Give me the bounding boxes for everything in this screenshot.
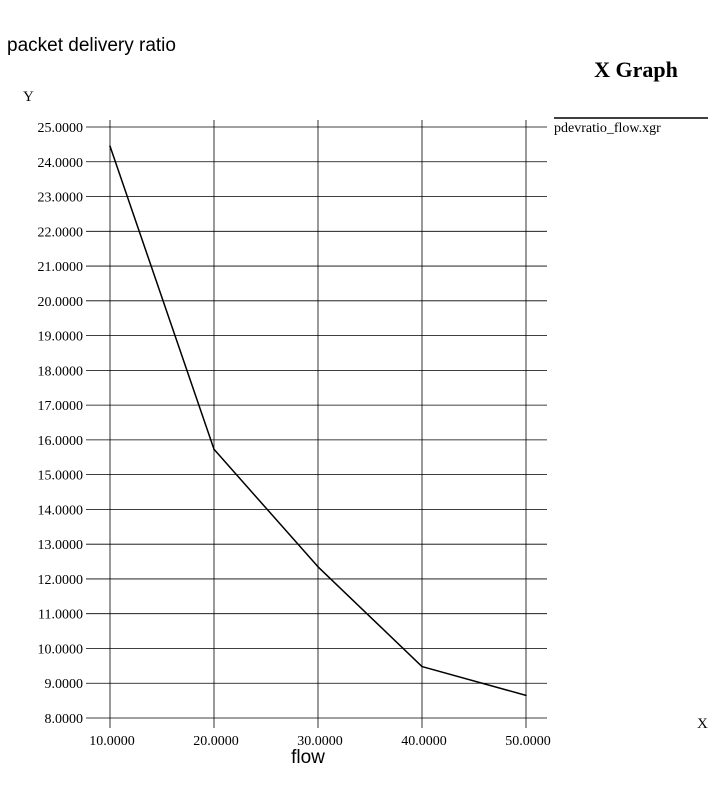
y-tick-label: 14.0000 <box>38 503 84 518</box>
x-tick-label: 10.0000 <box>89 734 135 749</box>
y-tick-label: 12.0000 <box>38 573 84 588</box>
y-tick-label: 25.0000 <box>38 121 84 136</box>
x-tick-label: 30.0000 <box>297 734 343 749</box>
y-tick-label: 16.0000 <box>38 434 84 449</box>
x-tick-labels: 10.0000 20.0000 30.0000 40.0000 50.0000 <box>89 734 551 749</box>
y-tick-label: 24.0000 <box>38 156 84 171</box>
legend: pdevratio_flow.xgr <box>554 117 708 136</box>
data-point <box>421 665 423 668</box>
y-tick-labels: 25.0000 24.0000 23.0000 22.0000 21.0000 20.00… <box>38 121 84 727</box>
data-point <box>525 694 527 697</box>
x-tick-label: 40.0000 <box>401 734 447 749</box>
y-tick-label: 11.0000 <box>38 608 83 623</box>
x-tick-label: 20.0000 <box>193 734 239 749</box>
x-axis-label: flow <box>291 747 325 768</box>
data-point <box>213 448 215 451</box>
y-tick-label: 22.0000 <box>38 225 84 240</box>
y-tick-label: 8.0000 <box>45 712 84 727</box>
y-tick-label: 18.0000 <box>38 364 84 379</box>
window-title: X Graph <box>594 57 678 82</box>
data-point <box>109 145 111 147</box>
y-tick-label: 23.0000 <box>38 191 84 206</box>
data-point <box>317 565 319 568</box>
grid-lines <box>86 120 547 728</box>
y-tick-label: 21.0000 <box>38 260 84 275</box>
legend-label: pdevratio_flow.xgr <box>554 121 661 136</box>
y-tick-label: 10.0000 <box>38 642 84 657</box>
y-tick-label: 17.0000 <box>38 399 84 414</box>
y-tick-label: 13.0000 <box>38 538 84 553</box>
y-tick-label: 15.0000 <box>38 469 84 484</box>
x-axis-letter: X <box>697 716 708 732</box>
y-tick-label: 19.0000 <box>38 330 84 345</box>
y-axis-letter: Y <box>23 89 34 105</box>
chart-title: packet delivery ratio <box>7 35 176 56</box>
x-tick-label: 50.0000 <box>505 734 551 749</box>
series-lines <box>109 145 527 697</box>
y-tick-label: 9.0000 <box>45 677 84 692</box>
y-tick-label: 20.0000 <box>38 295 84 310</box>
